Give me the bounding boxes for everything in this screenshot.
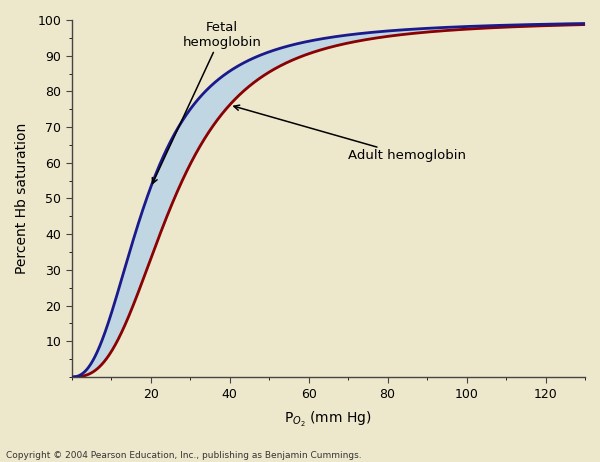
Y-axis label: Percent Hb saturation: Percent Hb saturation [15,123,29,274]
X-axis label: P$_{O_2}$ (mm Hg): P$_{O_2}$ (mm Hg) [284,409,372,429]
Text: Fetal
hemoglobin: Fetal hemoglobin [152,21,261,183]
Text: Adult hemoglobin: Adult hemoglobin [234,105,466,162]
Text: Copyright © 2004 Pearson Education, Inc., publishing as Benjamin Cummings.: Copyright © 2004 Pearson Education, Inc.… [6,451,362,460]
